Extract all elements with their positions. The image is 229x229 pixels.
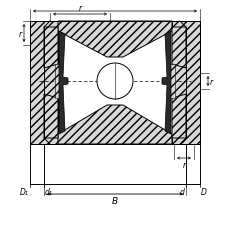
Text: r: r: [78, 4, 81, 13]
Text: D₁: D₁: [20, 187, 29, 196]
Text: B: B: [112, 196, 117, 205]
Polygon shape: [59, 32, 68, 134]
Polygon shape: [171, 28, 185, 69]
Polygon shape: [44, 28, 58, 69]
Text: r: r: [182, 160, 185, 169]
Polygon shape: [44, 95, 58, 138]
Text: r: r: [209, 77, 212, 86]
Polygon shape: [30, 22, 58, 144]
Polygon shape: [167, 65, 174, 98]
Text: d: d: [179, 187, 184, 196]
Text: d₁: d₁: [45, 187, 53, 196]
Polygon shape: [171, 95, 185, 138]
Polygon shape: [58, 106, 171, 144]
Polygon shape: [171, 22, 199, 144]
Text: r: r: [19, 29, 22, 38]
Polygon shape: [161, 32, 170, 134]
Text: D: D: [200, 187, 206, 196]
Polygon shape: [58, 22, 171, 58]
Circle shape: [97, 64, 132, 100]
Polygon shape: [55, 65, 62, 98]
